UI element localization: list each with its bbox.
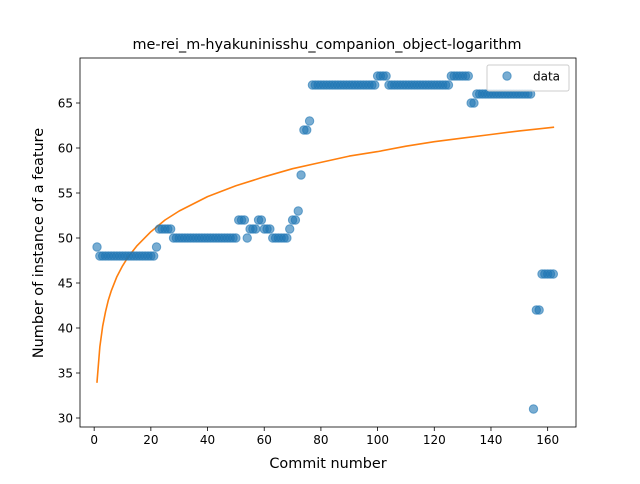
y-axis-label: Number of instance of a feature: [31, 128, 47, 358]
data-point: [528, 404, 539, 414]
x-tick-label: 80: [313, 433, 328, 447]
data-point: [265, 224, 275, 234]
chart-title: me-rei_m-hyakuninisshu_companion_object-…: [133, 37, 522, 53]
data-point: [285, 224, 295, 234]
data-point: [282, 233, 292, 243]
data-point: [302, 125, 312, 135]
data-point: [296, 170, 306, 180]
data-point: [148, 251, 159, 261]
y-tick-label: 55: [58, 186, 73, 200]
data-point: [293, 206, 303, 216]
x-tick-label: 60: [257, 433, 272, 447]
data-point: [381, 71, 391, 81]
data-point: [290, 215, 301, 225]
x-tick-label: 0: [90, 433, 98, 447]
x-axis-ticks: 0 20 40 60 80 100 120 140 160: [90, 427, 559, 447]
x-tick-label: 100: [366, 433, 389, 447]
data-point: [463, 71, 473, 81]
y-tick-label: 50: [58, 231, 73, 245]
data-point: [92, 242, 102, 252]
data-point: [548, 269, 559, 279]
y-tick-label: 60: [58, 141, 73, 155]
y-axis-ticks: 30 35 40 45 50 55 60 65: [58, 96, 80, 425]
y-tick-label: 35: [58, 366, 73, 380]
data-point: [231, 233, 241, 243]
data-points-layer: [92, 71, 559, 414]
y-tick-label: 45: [58, 276, 73, 290]
data-point: [443, 80, 454, 90]
data-point: [166, 224, 176, 234]
data-point: [370, 80, 380, 90]
data-point: [534, 305, 544, 315]
legend-marker: [502, 71, 512, 81]
y-tick-label: 30: [58, 411, 73, 425]
data-point: [304, 116, 315, 126]
data-point: [151, 242, 162, 252]
x-tick-label: 140: [480, 433, 503, 447]
legend: data: [486, 64, 570, 92]
x-tick-label: 40: [200, 433, 215, 447]
data-point: [242, 233, 252, 243]
x-tick-label: 120: [423, 433, 446, 447]
fit-curve-layer: [96, 126, 555, 383]
fit-curve: [96, 126, 555, 383]
data-point: [239, 215, 250, 225]
plot-frame: [79, 57, 577, 428]
plot-area: [80, 58, 576, 427]
data-point: [469, 98, 479, 108]
x-axis-label: Commit number: [269, 456, 386, 472]
data-point: [256, 215, 267, 225]
legend-label-data: data: [533, 70, 560, 84]
x-tick-label: 20: [143, 433, 158, 447]
data-point: [251, 224, 261, 234]
y-tick-label: 65: [58, 96, 73, 110]
y-tick-label: 40: [58, 321, 73, 335]
x-tick-label: 160: [536, 433, 559, 447]
